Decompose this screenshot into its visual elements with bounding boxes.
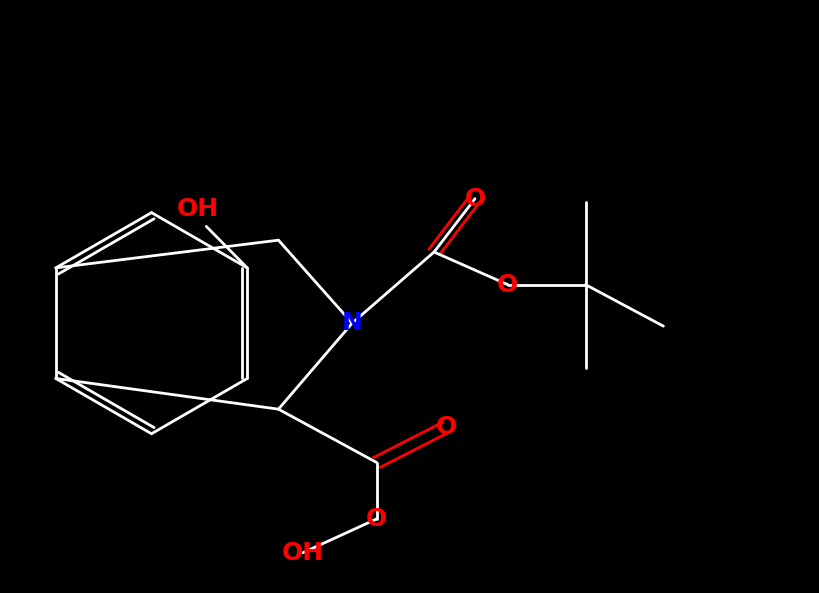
Text: O: O — [366, 507, 387, 531]
Text: O: O — [464, 187, 486, 211]
Text: OH: OH — [282, 541, 324, 565]
Text: O: O — [497, 273, 518, 296]
Text: O: O — [436, 415, 457, 439]
Text: OH: OH — [177, 197, 219, 221]
Text: N: N — [342, 311, 363, 335]
